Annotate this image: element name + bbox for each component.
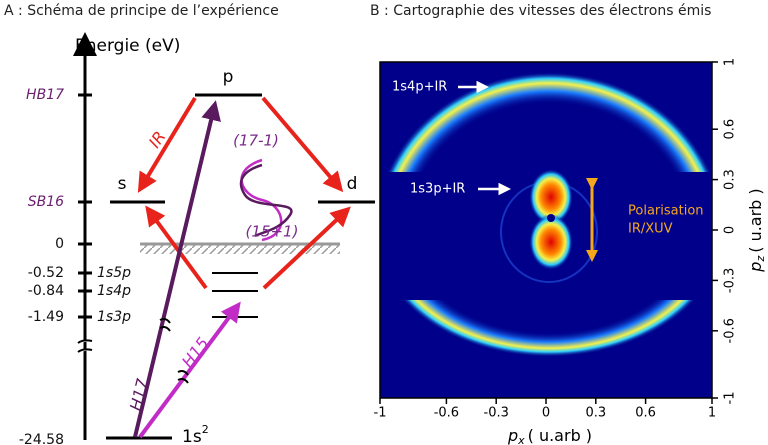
x-tick-label: -1: [374, 406, 387, 421]
ring-1s3p: [402, 300, 696, 357]
axis-break: [77, 339, 93, 353]
x-unit: ( u.arb ): [528, 426, 592, 445]
y-tick-label: 0.6: [723, 119, 738, 140]
ring-1s4p: [386, 72, 712, 172]
y-tick-label: 1: [723, 58, 738, 66]
y-symbol: p: [746, 262, 765, 273]
y-tick-label: -1: [723, 392, 738, 405]
annotation: Polarisation: [628, 204, 704, 219]
energy-tick-label: -0.84: [28, 283, 64, 299]
x-axis-label: px( u.arb ): [507, 426, 592, 445]
level-label: p: [223, 67, 234, 87]
spectrum-17: [239, 163, 293, 238]
x-tick-label: -0.3: [484, 406, 509, 421]
y-axis-label: pz ( u.arb ): [746, 188, 768, 272]
y-tick-label: -0.3: [723, 268, 738, 293]
energy-diagram: Energie (eV): [19, 32, 375, 445]
ir-arrow: [137, 96, 197, 193]
ground-state-sup: 2: [202, 423, 209, 436]
velocity-map: 1s4p+IR 1s3p+IR Polarisation IR/XUV -1 -0…: [374, 58, 767, 445]
energy-tick-label: 0: [55, 236, 64, 252]
annotation: 1s3p+IR: [410, 182, 465, 197]
x-tick-label: 0.6: [635, 406, 656, 421]
continuum: [140, 244, 340, 254]
spectrum-15: [240, 158, 283, 242]
y-tick-label: -0.6: [723, 318, 738, 343]
ground-state: 1s: [182, 427, 202, 445]
lobe-bottom: [529, 214, 573, 270]
y-unit: ( u.arb ): [746, 188, 765, 252]
annotation: IR/XUV: [628, 222, 673, 237]
h17-label: H17: [126, 376, 152, 413]
x-tick-label: -0.6: [434, 406, 459, 421]
level-label: 1s2: [182, 423, 209, 445]
x-symbol: p: [507, 426, 518, 445]
state-label: 1s3p: [97, 309, 131, 325]
x-tick-label: 0.3: [585, 406, 606, 421]
annotation: 1s4p+IR: [392, 80, 447, 95]
axis-label: Energie (eV): [75, 36, 180, 56]
harmonic-label: (17-1): [233, 132, 279, 150]
panel-b-title: B : Cartographie des vitesses des électr…: [370, 3, 711, 19]
state-label: 1s5p: [97, 265, 131, 281]
h15-arrow: [138, 301, 241, 439]
x-subscript: x: [517, 434, 525, 445]
level-label: s: [118, 174, 127, 194]
ir-arrow: [262, 206, 351, 290]
y-tick-label: 0.3: [723, 169, 738, 190]
energy-tick-label: -0.52: [28, 265, 64, 281]
center: [547, 214, 555, 222]
y-subscript: z: [754, 256, 767, 263]
break-marks: [159, 318, 189, 384]
energy-tick-label: HB17: [26, 87, 64, 103]
level-label: d: [347, 174, 358, 194]
energy-tick-label: -24.58: [19, 432, 64, 445]
x-tick-label: 1: [708, 406, 716, 421]
lobe-top: [529, 169, 573, 225]
state-label: 1s4p: [97, 283, 131, 299]
h15-label: H15: [178, 334, 213, 371]
harmonic-label: (15+1): [246, 223, 299, 241]
map-axes: -1 -0.6 -0.3 0 0.3 0.6 1 -1 -0.6 -0.3 0 0.3 0.6 1: [374, 58, 738, 421]
energy-tick-label: -1.49: [28, 309, 64, 325]
energy-tick-label: SB16: [28, 194, 64, 210]
panel-a-title: A : Schéma de principe de l’expérience: [4, 3, 279, 19]
energy-tick-labels: HB17 SB16 0 -0.52 1s5p -0.84 1s4p -1.49 1s3p -24.…: [19, 87, 131, 445]
h17-arrow: [133, 100, 221, 438]
ir-arrow: [261, 96, 344, 193]
y-tick-label: 0: [723, 226, 738, 234]
transitions: [133, 96, 351, 439]
x-tick-label: 0: [542, 406, 550, 421]
